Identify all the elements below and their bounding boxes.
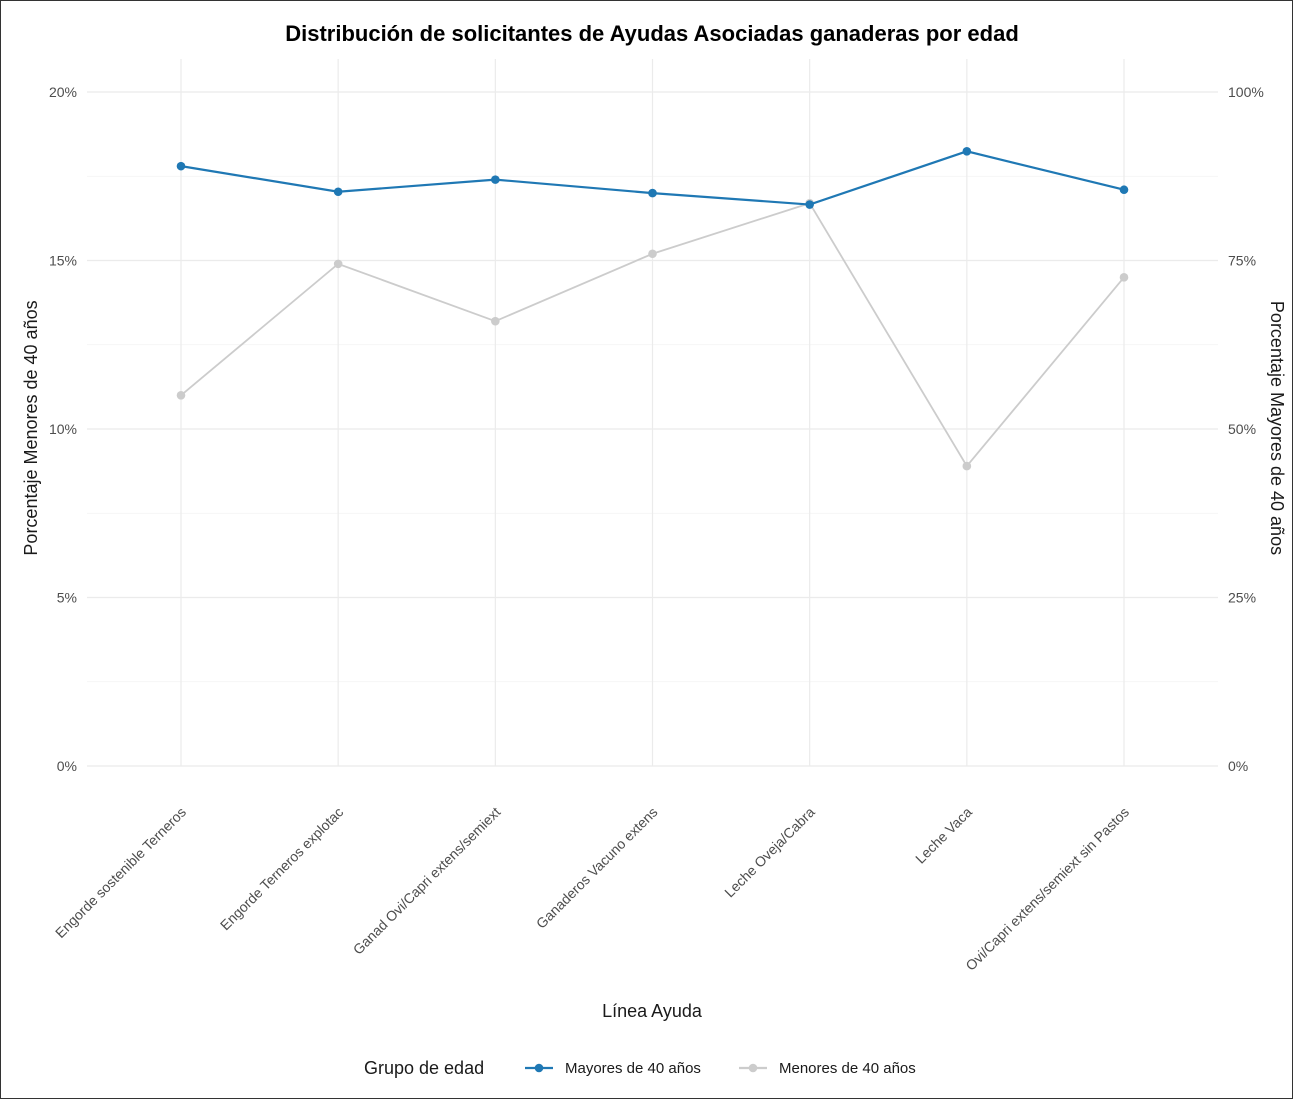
x-axis-title: Línea Ayuda (602, 1001, 703, 1021)
legend-key-point-mayores-de-40-a-os (534, 1063, 544, 1073)
x-axis: Engorde sostenible Terneros Engorde Terne… (52, 804, 1132, 974)
data-point-mayores-de-40-a-os (176, 161, 186, 171)
y-left-tick-label: 10% (49, 421, 77, 437)
y-axis-left: 0% 5% 10% 15% 20% (49, 84, 77, 774)
y-left-tick-label: 0% (57, 758, 77, 774)
chart-title: Distribución de solicitantes de Ayudas A… (285, 21, 1019, 46)
data-point-mayores-de-40-a-os (491, 175, 500, 184)
y-right-tick-label: 50% (1228, 421, 1256, 437)
data-point-mayores-de-40-a-os (962, 147, 972, 156)
data-point-menores-de-40-a-os (962, 461, 972, 471)
legend-label-mayores-de-40-a-os: Mayores de 40 años (565, 1060, 701, 1077)
x-tick-label: Ovi/Capri extens/semiext sin Pastos (962, 804, 1132, 974)
y-axis-left-title: Porcentaje Menores de 40 años (21, 300, 41, 555)
x-tick-label: Engorde Terneros explotac (217, 804, 346, 933)
data-point-mayores-de-40-a-os (648, 188, 657, 198)
y-right-tick-label: 100% (1228, 84, 1264, 100)
y-left-tick-label: 20% (49, 84, 77, 100)
legend-title: Grupo de edad (364, 1058, 484, 1078)
x-tick-label: Leche Vaca (912, 804, 975, 867)
legend: Grupo de edad Mayores de 40 años Menores … (364, 1058, 916, 1078)
data-point-menores-de-40-a-os (1119, 273, 1129, 282)
x-tick-label: Ganad Ovi/Capri extens/semiext (350, 804, 504, 958)
data-point-menores-de-40-a-os (333, 259, 343, 269)
data-point-mayores-de-40-a-os (805, 200, 814, 209)
x-tick-label: Ganaderos Vacuno extens (533, 804, 661, 932)
y-left-tick-label: 15% (49, 253, 77, 269)
grid-lines (87, 59, 1218, 767)
data-point-menores-de-40-a-os (648, 249, 657, 259)
data-point-mayores-de-40-a-os (1119, 185, 1129, 195)
data-point-menores-de-40-a-os (491, 316, 500, 326)
y-right-tick-label: 25% (1228, 590, 1256, 606)
legend-label-menores-de-40-a-os: Menores de 40 años (779, 1060, 916, 1077)
y-right-tick-label: 75% (1228, 253, 1256, 269)
legend-key-point-menores-de-40-a-os (748, 1063, 758, 1073)
data-point-mayores-de-40-a-os (333, 187, 343, 197)
series-layer (176, 147, 1129, 471)
x-tick-label: Engorde sostenible Terneros (52, 804, 189, 941)
y-axis-right: 0% 25% 50% 75% 100% (1228, 84, 1264, 774)
x-tick-label: Leche Oveja/Cabra (721, 804, 818, 901)
data-point-menores-de-40-a-os (176, 391, 186, 400)
y-right-tick-label: 0% (1228, 758, 1248, 774)
y-left-tick-label: 5% (57, 590, 77, 606)
y-axis-right-title: Porcentaje Mayores de 40 años (1267, 301, 1287, 555)
